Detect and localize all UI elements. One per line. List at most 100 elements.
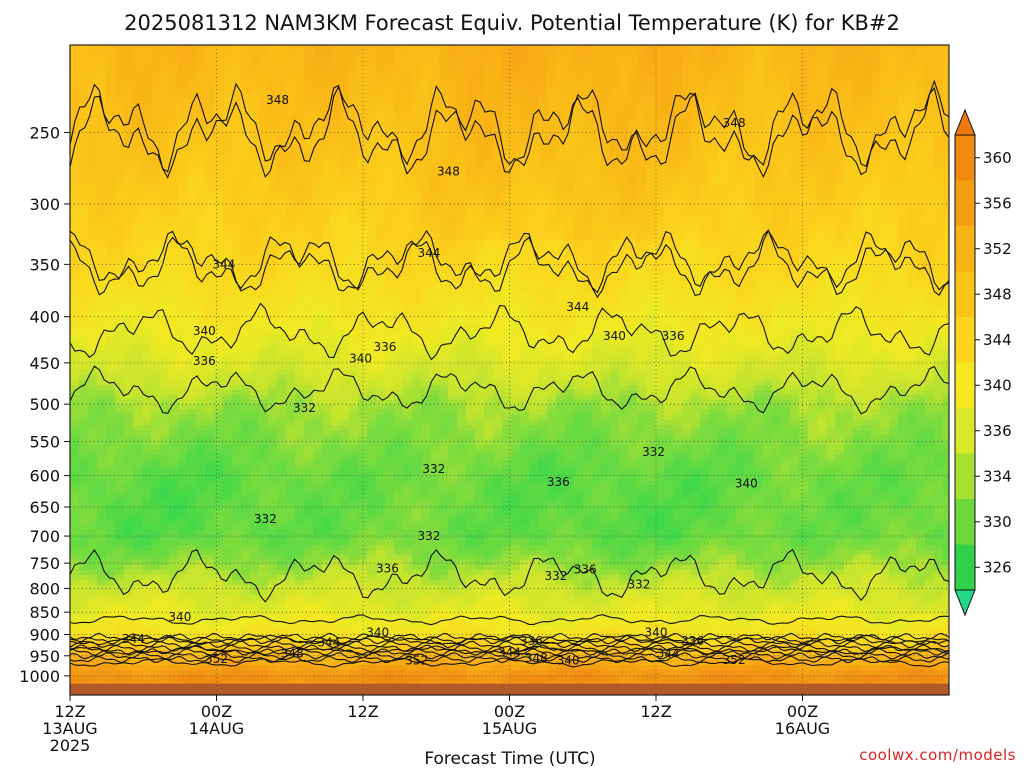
heat-cell [601,255,611,261]
heat-cell [70,210,80,216]
heat-cell [214,160,224,166]
heat-cell [655,120,665,126]
heat-cell [871,45,881,51]
heat-cell [223,95,233,101]
heat-cell [133,105,143,111]
heat-cell [637,220,647,226]
heat-cell [646,190,656,196]
heat-cell [178,110,188,116]
heat-cell [799,45,809,51]
heat-cell [232,140,242,146]
heat-cell [727,120,737,126]
heat-cell [457,175,467,181]
heat-cell [754,265,764,271]
heat-cell [880,195,890,201]
heat-cell [529,60,539,66]
heat-cell [853,180,863,186]
heat-cell [934,290,944,296]
heat-cell [250,290,260,296]
heat-cell [214,50,224,56]
heat-cell [79,120,89,126]
heat-cell [682,125,692,131]
heat-cell [934,265,944,271]
heat-cell [133,45,143,51]
heat-cell [754,275,764,281]
heat-cell [385,85,395,91]
heat-cell [898,200,908,206]
heat-cell [322,155,332,161]
heat-cell [727,105,737,111]
heat-cell [115,120,125,126]
heat-cell [493,235,503,241]
heat-cell [286,90,296,96]
heat-cell [475,270,485,276]
heat-cell [790,80,800,86]
heat-cell [871,140,881,146]
heat-cell [745,135,755,141]
heat-cell [502,145,512,151]
heat-cell [718,120,728,126]
heat-cell [538,60,548,66]
heat-cell [745,255,755,261]
heat-cell [655,240,665,246]
heat-cell [817,245,827,251]
heat-cell [880,135,890,141]
heat-cell [709,175,719,181]
heat-cell [304,140,314,146]
heat-cell [610,250,620,256]
heat-cell [97,260,107,266]
heat-cell [763,65,773,71]
heat-cell [268,215,278,221]
heat-cell [916,150,926,156]
heat-cell [583,260,593,266]
heat-cell [475,90,485,96]
heat-cell [457,105,467,111]
heat-cell [574,155,584,161]
heat-cell [610,295,620,301]
heat-cell [565,220,575,226]
heat-cell [808,265,818,271]
heat-cell [817,50,827,56]
heat-cell [430,50,440,56]
heat-cell [628,180,638,186]
heat-cell [367,120,377,126]
heat-cell [619,150,629,156]
heat-cell [367,130,377,136]
heat-cell [583,290,593,296]
heat-cell [187,95,197,101]
heat-cell [214,230,224,236]
heat-cell [151,265,161,271]
heat-cell [115,280,125,286]
heat-cell [880,175,890,181]
heat-cell [619,70,629,76]
heat-cell [151,75,161,81]
heat-cell [232,215,242,221]
heat-cell [691,205,701,211]
heat-cell [493,200,503,206]
heat-cell [547,85,557,91]
heat-cell [160,270,170,276]
heat-cell [277,295,287,301]
heat-cell [754,225,764,231]
heat-cell [592,210,602,216]
heat-cell [241,185,251,191]
heat-cell [763,250,773,256]
heat-cell [268,55,278,61]
heat-cell [709,265,719,271]
heat-cell [421,255,431,261]
heat-cell [673,150,683,156]
heat-cell [646,265,656,271]
heat-cell [394,185,404,191]
heat-cell [763,50,773,56]
heat-cell [673,145,683,151]
heat-cell [115,85,125,91]
heat-cell [547,145,557,151]
heat-cell [601,170,611,176]
heat-cell [187,195,197,201]
heat-cell [448,230,458,236]
heat-cell [844,290,854,296]
heat-cell [97,245,107,251]
heat-cell [124,160,134,166]
heat-cell [331,75,341,81]
heat-cell [538,75,548,81]
